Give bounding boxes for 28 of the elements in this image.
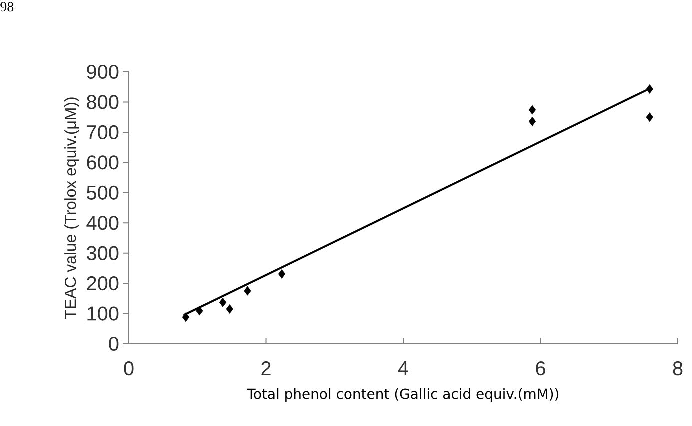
y-tick-label: 300 [87,246,119,260]
point [646,112,654,122]
y-tick-label: 100 [88,306,119,321]
text: 98 [0,2,14,12]
point [219,298,227,308]
x-tick-label: 4 [398,362,408,376]
y-axis-title: TEAC value (Trolox equiv.(μM)) [64,98,80,319]
point [646,84,654,94]
point [278,269,286,279]
y-tick-label: 600 [87,156,119,170]
y-tick-label: 400 [86,216,119,230]
point [528,116,536,126]
y-tick-label: 900 [87,64,119,80]
x-tick-label: 8 [673,362,683,376]
y-tick-label: 800 [87,95,119,110]
point [182,312,190,322]
y-tick-label: 700 [87,125,119,140]
x-tick-label: 2 [262,362,271,376]
point [244,286,252,296]
x-axis-title: Total phenol content (Gallic acid equiv.(mM)) [247,388,559,402]
point [528,105,536,115]
point [226,304,234,314]
x-tick-label: 0 [124,362,134,376]
y-tick-label: 200 [87,276,119,291]
x-tick-label: 6 [536,362,546,376]
y-tick-label: 0 [109,336,119,352]
y-tick-label: 500 [87,186,119,200]
point [196,306,204,316]
